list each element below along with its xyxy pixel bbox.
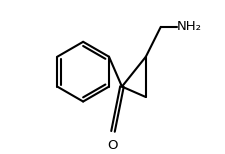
Text: NH₂: NH₂ [176,20,201,33]
Text: O: O [107,139,118,152]
